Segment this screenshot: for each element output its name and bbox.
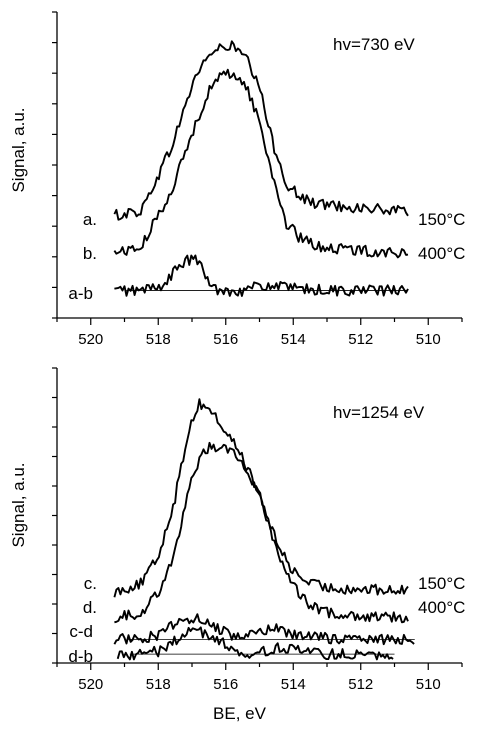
series-label-cd: c-d <box>69 622 93 641</box>
series-label-db: d-b <box>68 647 93 666</box>
series-line-ab <box>114 254 409 297</box>
temperature-label-c: 150°C <box>418 574 465 593</box>
series-line-db <box>116 626 394 661</box>
x-axis-title: BE, eV <box>213 704 267 723</box>
series-line-b <box>113 68 409 259</box>
x-tick-label: 510 <box>416 331 441 348</box>
x-tick-label: 512 <box>348 331 373 348</box>
series-label-c: c. <box>84 574 97 593</box>
y-axis-title: Signal, a.u. <box>9 462 28 547</box>
x-tick-label: 516 <box>213 331 238 348</box>
x-tick-label: 514 <box>281 331 306 348</box>
photon-energy-annotation: hv=730 eV <box>333 35 415 54</box>
x-tick-label: 518 <box>146 331 171 348</box>
series-label-b: b. <box>83 244 97 263</box>
series-label-a: a. <box>83 210 97 229</box>
x-tick-label: 520 <box>78 331 103 348</box>
y-axis-title: Signal, a.u. <box>9 107 28 192</box>
series-line-a <box>113 40 409 221</box>
x-tick-label: 510 <box>416 676 441 693</box>
temperature-label-a: 150°C <box>418 210 465 229</box>
temperature-label-b: 400°C <box>418 244 465 263</box>
x-tick-label: 514 <box>281 676 306 693</box>
series-label-d: d. <box>83 598 97 617</box>
x-tick-label: 520 <box>78 676 103 693</box>
temperature-label-d: 400°C <box>418 598 465 617</box>
x-tick-label: 518 <box>146 676 171 693</box>
series-line-d <box>114 441 409 624</box>
photon-energy-annotation: hv=1254 eV <box>333 403 425 422</box>
series-label-ab: a-b <box>68 284 93 303</box>
x-tick-label: 512 <box>348 676 373 693</box>
x-tick-label: 516 <box>213 676 238 693</box>
